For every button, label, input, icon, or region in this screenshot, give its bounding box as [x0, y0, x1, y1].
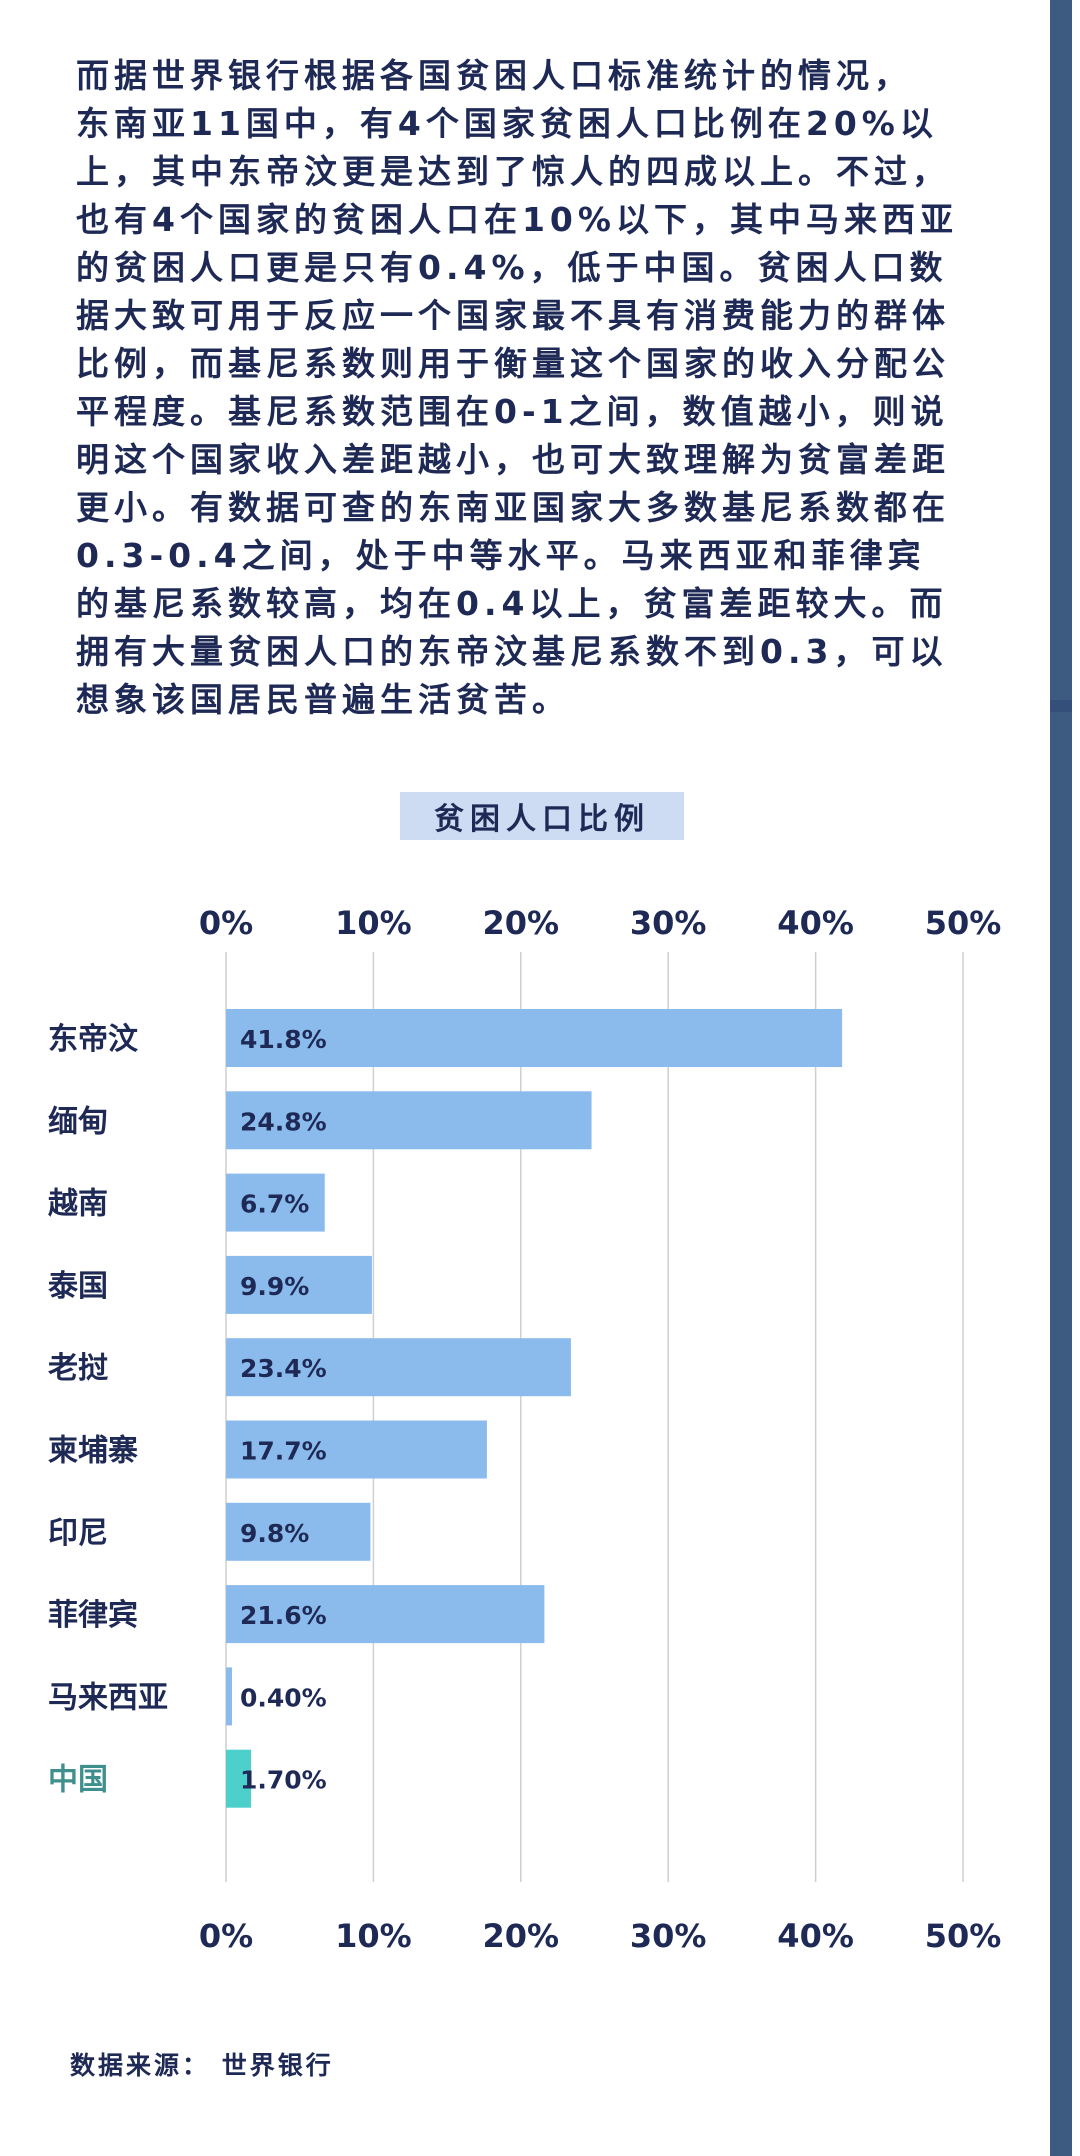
paragraph-line: 比例，而基尼系数则用于衡量这个国家的收入分配公	[76, 344, 950, 383]
x-tick-label-bottom: 0%	[199, 1917, 253, 1955]
bar-value-label: 24.8%	[240, 1107, 327, 1136]
bar	[226, 1749, 252, 1808]
paragraph-line: 而据世界银行根据各国贫困人口标准统计的情况，	[76, 56, 912, 95]
x-tick-label-top: 20%	[483, 904, 560, 942]
category-label: 马来西亚	[48, 1680, 168, 1715]
category-label: 中国	[48, 1763, 108, 1798]
x-tick-label-top: 30%	[630, 904, 707, 942]
x-tick-label-bottom: 20%	[483, 1917, 560, 1955]
decorative-side-notch	[1050, 700, 1072, 712]
bar-value-label: 0.40%	[240, 1683, 327, 1712]
category-label: 越南	[48, 1187, 108, 1222]
category-label: 印尼	[48, 1516, 108, 1551]
bar	[226, 1502, 371, 1561]
bar-value-label: 41.8%	[240, 1025, 327, 1054]
paragraph-line: 拥有大量贫困人口的东帝汶基尼系数不到0.3，可以	[76, 632, 948, 671]
paragraph-line: 的基尼系数较高，均在0.4以上，贫富差距较大。而	[76, 584, 948, 623]
bar	[226, 1173, 325, 1232]
bar-value-label: 6.7%	[240, 1190, 309, 1219]
x-tick-label-bottom: 50%	[925, 1917, 1002, 1955]
x-tick-label-top: 40%	[777, 904, 854, 942]
bar-value-label: 23.4%	[240, 1354, 327, 1383]
category-label: 东帝汶	[48, 1022, 139, 1057]
x-tick-label-top: 10%	[335, 904, 412, 942]
bar-value-label: 9.9%	[240, 1272, 309, 1301]
chart-title: 贫困人口比例	[400, 792, 684, 840]
paragraph-line: 想象该国居民普遍生活贫苦。	[76, 680, 570, 719]
category-label: 缅甸	[48, 1104, 108, 1139]
article-paragraph: 而据世界银行根据各国贫困人口标准统计的情况， 东南亚11国中，有4个国家贫困人口比…	[76, 52, 996, 724]
paragraph-line: 的贫困人口更是只有0.4%，低于中国。贫困人口数	[76, 248, 948, 287]
paragraph-line: 据大致可用于反应一个国家最不具有消费能力的群体	[76, 296, 950, 335]
bar	[226, 1667, 232, 1726]
paragraph-line: 东南亚11国中，有4个国家贫困人口比例在20%以	[76, 104, 938, 143]
bar	[226, 1420, 487, 1479]
category-label: 柬埔寨	[48, 1434, 138, 1469]
bar-value-label: 17.7%	[240, 1437, 327, 1466]
bar-value-label: 1.70%	[240, 1766, 327, 1795]
paragraph-line: 上，其中东帝汶更是达到了惊人的四成以上。不过，	[76, 152, 950, 191]
x-tick-label-top: 0%	[199, 904, 253, 942]
category-label: 菲律宾	[48, 1598, 138, 1633]
data-source: 数据来源： 世界银行	[70, 2051, 334, 2080]
bar-value-label: 9.8%	[240, 1519, 309, 1548]
x-tick-label-bottom: 40%	[777, 1917, 854, 1955]
bar	[226, 1009, 843, 1067]
x-tick-label-bottom: 30%	[630, 1917, 707, 1955]
category-label: 泰国	[48, 1269, 108, 1304]
bar	[226, 1338, 571, 1397]
paragraph-line: 平程度。基尼系数范围在0-1之间，数值越小，则说	[76, 392, 949, 431]
bar-value-label: 21.6%	[240, 1601, 327, 1630]
bar	[226, 1091, 592, 1150]
paragraph-line: 也有4个国家的贫困人口在10%以下，其中马来西亚	[76, 200, 958, 239]
x-tick-label-top: 50%	[925, 904, 1002, 942]
category-label: 老挝	[48, 1351, 109, 1386]
decorative-side-bar	[1050, 0, 1072, 2156]
paragraph-line: 0.3-0.4之间，处于中等水平。马来西亚和菲律宾	[76, 536, 926, 575]
bar	[226, 1255, 372, 1314]
bar	[226, 1585, 545, 1644]
paragraph-line: 明这个国家收入差距越小，也可大致理解为贫富差距	[76, 440, 950, 479]
paragraph-line: 更小。有数据可查的东南亚国家大多数基尼系数都在	[76, 488, 950, 527]
x-tick-label-bottom: 10%	[335, 1917, 412, 1955]
